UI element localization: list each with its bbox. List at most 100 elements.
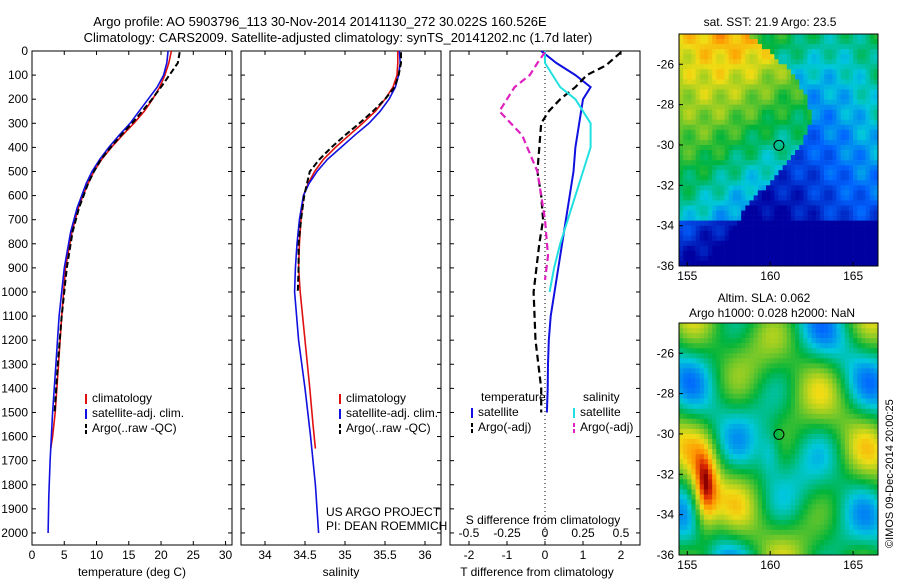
legend-label: satellite: [580, 405, 621, 419]
legend-label: Argo(-adj): [478, 420, 531, 434]
x-tick-label: -2: [464, 548, 475, 562]
y-tick-label: 1000: [1, 285, 28, 299]
argo-location-marker: [773, 428, 785, 440]
y-tick-label: 400: [8, 140, 28, 154]
heatmap-cells: [679, 34, 879, 267]
sla-map-panel: 155 160 165 -26 -28 -30 -32 -34 -36: [657, 322, 879, 572]
legend-title-salinity: salinity: [583, 390, 620, 404]
project-label: US ARGO PROJECT: [326, 505, 441, 519]
y-tick-label: 800: [8, 237, 28, 251]
legend-label: climatology: [346, 391, 406, 405]
plot-frame: [31, 50, 233, 546]
legend-label: Argo(..raw -QC): [92, 421, 177, 435]
y-tick-label: 0: [21, 44, 28, 58]
y-tick-label: 200: [8, 92, 28, 106]
x-tick-label: 0: [29, 548, 36, 562]
y-tick-label: 2000: [1, 526, 28, 540]
diff-series-salinity-satellite: [544, 51, 592, 293]
y-tick-label: -30: [657, 138, 675, 152]
imos-watermark: ©IMOS 09-Dec-2014 20:00:25: [884, 399, 896, 548]
x-tick-label: 155: [677, 269, 697, 283]
x-tick-label: 34.5: [293, 548, 317, 562]
x-tick-label: 25: [187, 548, 201, 562]
series-line-climatology: [297, 51, 399, 449]
temperature-panel: 0 5 10 15 20 25 300100200300400500600700800900…: [1, 44, 232, 579]
x-axis-label: temperature (deg C): [78, 565, 186, 579]
x2-tick-label: 0.5: [613, 526, 630, 540]
y-tick-label: 900: [8, 261, 28, 275]
y-tick-label: -32: [657, 467, 675, 481]
x2-axis-label: S difference from climatology: [466, 513, 621, 527]
legend-label: satellite: [478, 405, 519, 419]
sla-title-line-1: Altim. SLA: 0.062: [718, 291, 811, 305]
diff-series-temperature-argo--adj-: [532, 51, 622, 413]
x-tick-label: 34: [258, 548, 272, 562]
diff-series-salinity-argo--adj-: [498, 51, 550, 281]
legend-label: satellite-adj. clim.: [92, 406, 184, 420]
title-line-2: Climatology: CARS2009. Satellite-adjuste…: [84, 30, 593, 45]
y-tick-label: 1100: [2, 309, 28, 323]
plot-frame: [240, 50, 442, 546]
title-line-1: Argo profile: AO 5903796_113 30-Nov-2014…: [93, 14, 547, 29]
y-tick-label: 100: [8, 68, 28, 82]
y-tick-label: -36: [657, 548, 675, 562]
x-tick-label: 30: [219, 548, 233, 562]
series-line-argo---raw--qc-: [296, 52, 402, 293]
x2-tick-label: -0.25: [493, 526, 521, 540]
y-tick-label: 1300: [1, 357, 28, 371]
x-tick-label: 5: [61, 548, 68, 562]
y-tick-label: 1500: [1, 405, 28, 419]
series-line-satellite-adj--clim-: [293, 50, 402, 534]
sst-title: sat. SST: 21.9 Argo: 23.5: [704, 15, 837, 29]
series-line-argo---raw--qc-: [53, 52, 181, 413]
heatmap-cells: [679, 323, 879, 556]
y-tick-label: -32: [657, 178, 675, 192]
x-tick-label: 15: [122, 548, 136, 562]
y-tick-label: 1600: [1, 430, 28, 444]
x-axis-label: salinity: [323, 565, 360, 579]
y-tick-label: 1700: [1, 454, 28, 468]
x-tick-label: 35: [338, 548, 352, 562]
y-tick-label: -34: [657, 508, 675, 522]
y-tick-label: -26: [657, 346, 675, 360]
diff-series-temperature-satellite: [540, 50, 592, 413]
x-tick-label: 165: [843, 558, 863, 572]
y-tick-label: -28: [657, 387, 675, 401]
legend-label: Argo(..raw -QC): [346, 421, 431, 435]
x-tick-label: 160: [760, 269, 780, 283]
x-tick-label: 160: [760, 558, 780, 572]
plot-frame: [449, 50, 641, 546]
x-tick-label: 2: [618, 548, 625, 562]
map-frame: [678, 322, 879, 556]
difference-panel: -2 -1 0 1 2 -0.5 -0.25 0 0.25 0.5S difference fro…: [449, 50, 641, 579]
salinity-panel: 34 34.5 35 35.5 36 salinity climatologysatelli…: [240, 50, 442, 579]
y-tick-label: 600: [8, 189, 28, 203]
legend-title-temperature: temperature: [481, 390, 546, 404]
argo-location-marker: [773, 139, 785, 151]
y-tick-label: 1200: [1, 333, 28, 347]
x2-tick-label: 0.25: [571, 526, 595, 540]
y-tick-label: 1900: [1, 502, 28, 516]
series-line-satellite-adj--clim-: [47, 50, 169, 534]
legend-label: Argo(-adj): [580, 420, 633, 434]
x-tick-label: 0: [542, 548, 549, 562]
y-tick-label: -36: [657, 259, 675, 273]
y-tick-label: 700: [8, 213, 28, 227]
y-tick-label: -34: [657, 219, 675, 233]
y-tick-label: -26: [657, 57, 675, 71]
x-tick-label: 35.5: [373, 548, 397, 562]
x-tick-label: 165: [843, 269, 863, 283]
map-frame: [678, 33, 879, 267]
y-tick-label: -30: [657, 427, 675, 441]
y-tick-label: -28: [657, 98, 675, 112]
x-axis-label: T difference from climatology: [460, 565, 614, 579]
y-tick-label: 1800: [1, 478, 28, 492]
sla-title-line-2: Argo h1000: 0.028 h2000: NaN: [689, 306, 855, 320]
y-tick-label: 1400: [1, 381, 28, 395]
x-tick-label: 36: [418, 548, 432, 562]
legend-label: satellite-adj. clim.: [346, 406, 438, 420]
sst-map-panel: 155 160 165 -26 -28 -30 -32 -34 -36: [657, 33, 879, 283]
x-tick-label: 20: [154, 548, 168, 562]
y-tick-label: 500: [8, 164, 28, 178]
